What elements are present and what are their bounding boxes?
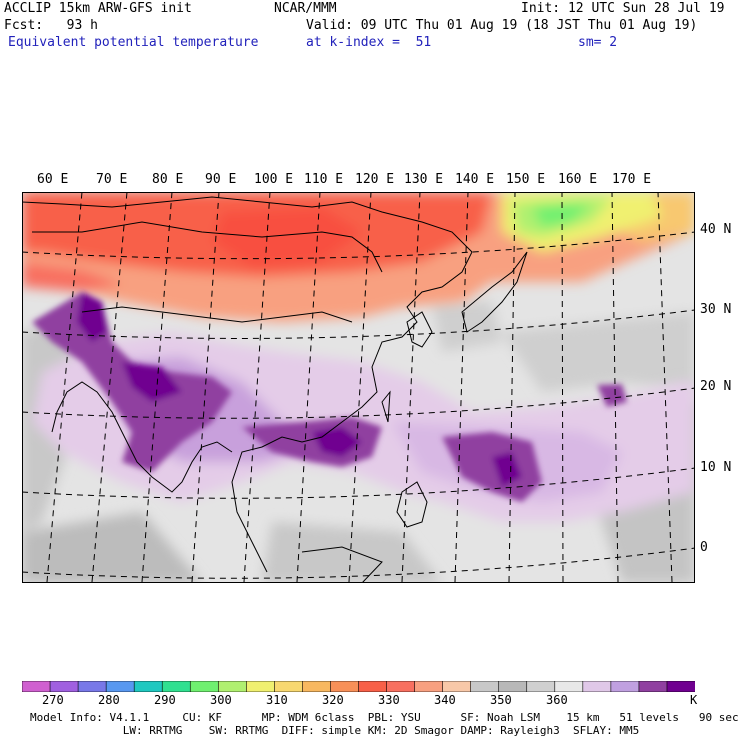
colorbar-swatch bbox=[526, 681, 556, 692]
model-info-line1: Model Info: V4.1.1 CU: KF MP: WDM 6class… bbox=[30, 711, 739, 724]
lon-label-160e: 160 E bbox=[558, 172, 598, 187]
colorbar-swatch bbox=[666, 681, 695, 692]
colorbar-swatch bbox=[302, 681, 332, 692]
colorbar-label-270: 270 bbox=[42, 693, 64, 707]
model-title: ACCLIP 15km ARW-GFS init bbox=[4, 1, 192, 16]
colorbar-swatch bbox=[358, 681, 388, 692]
colorbar-swatch bbox=[274, 681, 304, 692]
colorbar-swatch bbox=[610, 681, 640, 692]
colorbar-swatch bbox=[77, 681, 107, 692]
lon-label-170e: 170 E bbox=[612, 172, 652, 187]
colorbar-swatch bbox=[582, 681, 612, 692]
colorbar-swatch bbox=[246, 681, 276, 692]
map-frame bbox=[22, 192, 695, 583]
lat-label-40n: 40 N bbox=[700, 222, 732, 237]
lon-label-80e: 80 E bbox=[152, 172, 184, 187]
colorbar bbox=[22, 681, 695, 692]
colorbar-label-280: 280 bbox=[98, 693, 120, 707]
lat-label-0: 0 bbox=[700, 540, 708, 555]
colorbar-swatch bbox=[498, 681, 528, 692]
lon-label-150e: 150 E bbox=[506, 172, 546, 187]
colorbar-swatch bbox=[105, 681, 135, 692]
forecast-hour: Fcst: 93 h bbox=[4, 18, 98, 33]
colorbar-label-360: 360 bbox=[546, 693, 568, 707]
theta-e-dark-purple bbox=[32, 292, 627, 502]
colorbar-label-350: 350 bbox=[490, 693, 512, 707]
field-name: Equivalent potential temperature bbox=[8, 35, 259, 50]
colorbar-swatch bbox=[386, 681, 416, 692]
lon-label-140e: 140 E bbox=[455, 172, 495, 187]
colorbar-label-320: 320 bbox=[322, 693, 344, 707]
colorbar-label-340: 340 bbox=[434, 693, 456, 707]
colorbar-swatch bbox=[189, 681, 220, 692]
colorbar-swatch bbox=[217, 681, 248, 692]
colorbar-swatch bbox=[161, 681, 192, 692]
colorbar-label-310: 310 bbox=[266, 693, 288, 707]
colorbar-swatch bbox=[49, 681, 79, 692]
colorbar-label-300: 300 bbox=[210, 693, 232, 707]
theta-e-map bbox=[22, 192, 695, 583]
lat-label-30n: 30 N bbox=[700, 302, 732, 317]
level-info: at k-index = 51 bbox=[306, 35, 432, 50]
colorbar-swatch bbox=[554, 681, 584, 692]
lat-label-20n: 20 N bbox=[700, 379, 732, 394]
lon-label-70e: 70 E bbox=[96, 172, 128, 187]
colorbar-label-330: 330 bbox=[378, 693, 400, 707]
colorbar-label-290: 290 bbox=[154, 693, 176, 707]
organization-label: NCAR/MMM bbox=[274, 1, 337, 16]
lon-label-60e: 60 E bbox=[37, 172, 69, 187]
colorbar-swatch bbox=[414, 681, 444, 692]
colorbar-swatch bbox=[638, 681, 668, 692]
colorbar-swatch bbox=[442, 681, 472, 692]
lon-label-100e: 100 E bbox=[254, 172, 294, 187]
lon-label-130e: 130 E bbox=[404, 172, 444, 187]
colorbar-swatch bbox=[330, 681, 360, 692]
colorbar-swatch bbox=[470, 681, 500, 692]
valid-time: Valid: 09 UTC Thu 01 Aug 19 (18 JST Thu … bbox=[306, 18, 698, 33]
colorbar-swatch bbox=[133, 681, 164, 692]
lat-label-10n: 10 N bbox=[700, 460, 732, 475]
colorbar-swatch bbox=[22, 681, 51, 692]
lon-label-110e: 110 E bbox=[304, 172, 344, 187]
lon-label-120e: 120 E bbox=[355, 172, 395, 187]
smoothing-info: sm= 2 bbox=[578, 35, 618, 50]
lon-label-90e: 90 E bbox=[205, 172, 237, 187]
init-time: Init: 12 UTC Sun 28 Jul 19 bbox=[521, 1, 725, 16]
model-info-line2: LW: RRTMG SW: RRTMG DIFF: simple KM: 2D … bbox=[30, 724, 640, 737]
colorbar-unit: K bbox=[690, 693, 698, 707]
coastlines bbox=[22, 196, 528, 583]
